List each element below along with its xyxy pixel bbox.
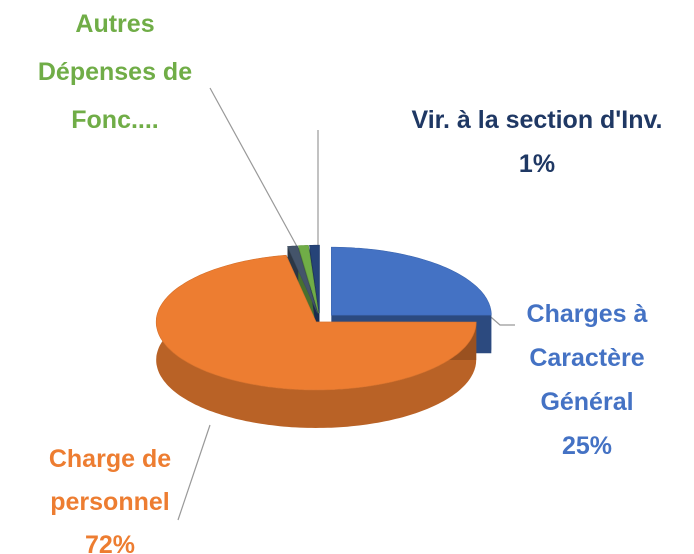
category-label: Charges à Caractère Général xyxy=(526,300,648,416)
category-label: Charge de personnel xyxy=(48,445,172,516)
leader-line xyxy=(177,424,211,521)
label: Charges à Caractère Général 25% xyxy=(512,292,662,468)
label: Charge de personnel 72% xyxy=(25,438,195,554)
slice xyxy=(155,254,477,391)
value-label: 72% xyxy=(84,531,136,554)
slice xyxy=(287,245,318,314)
label: Autres Dépenses de Fonc.... xyxy=(20,0,210,144)
slice xyxy=(309,244,320,314)
value-label: 25% xyxy=(561,432,613,460)
label: Vir. à la section d'Inv. 1% xyxy=(380,98,694,186)
pie xyxy=(155,244,492,428)
slice xyxy=(330,246,492,316)
value-label: 1% xyxy=(518,150,556,178)
leader-line xyxy=(209,87,301,253)
category-label: Autres Dépenses de Fonc.... xyxy=(37,10,193,134)
slice xyxy=(298,245,319,314)
category-label: Vir. à la section d'Inv. xyxy=(411,106,663,134)
